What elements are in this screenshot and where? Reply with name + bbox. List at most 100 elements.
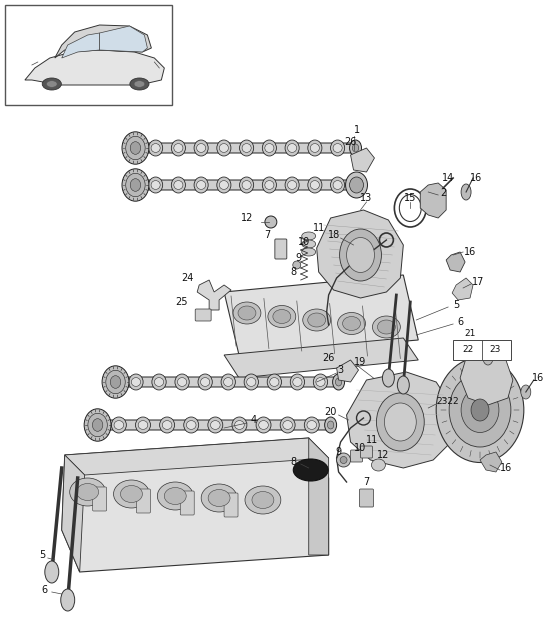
Ellipse shape	[151, 144, 160, 153]
Ellipse shape	[267, 374, 281, 390]
Ellipse shape	[120, 485, 142, 502]
Ellipse shape	[126, 173, 145, 197]
Text: 2: 2	[440, 188, 446, 198]
Ellipse shape	[42, 78, 62, 90]
Ellipse shape	[333, 144, 342, 153]
Ellipse shape	[223, 377, 233, 386]
Ellipse shape	[349, 177, 361, 193]
Ellipse shape	[113, 480, 149, 508]
Ellipse shape	[372, 459, 385, 471]
Polygon shape	[446, 252, 465, 272]
Ellipse shape	[343, 317, 360, 330]
Text: 16: 16	[531, 373, 544, 383]
Text: 25: 25	[175, 297, 187, 307]
Text: 3: 3	[337, 365, 344, 375]
Ellipse shape	[60, 589, 75, 611]
Ellipse shape	[302, 240, 316, 248]
Ellipse shape	[349, 140, 361, 156]
Ellipse shape	[265, 144, 274, 153]
Ellipse shape	[273, 310, 291, 323]
Polygon shape	[308, 438, 329, 555]
Ellipse shape	[171, 140, 185, 156]
Ellipse shape	[84, 409, 111, 441]
Polygon shape	[100, 26, 147, 52]
Ellipse shape	[397, 376, 409, 394]
Text: 9: 9	[296, 253, 302, 263]
Ellipse shape	[293, 261, 301, 269]
FancyBboxPatch shape	[117, 377, 337, 387]
Ellipse shape	[126, 136, 145, 160]
Text: 11: 11	[366, 435, 379, 445]
Ellipse shape	[162, 421, 172, 430]
Ellipse shape	[208, 489, 230, 507]
Ellipse shape	[136, 417, 150, 433]
Ellipse shape	[219, 181, 228, 190]
Ellipse shape	[194, 177, 208, 193]
Ellipse shape	[194, 140, 208, 156]
Ellipse shape	[238, 306, 256, 320]
Ellipse shape	[46, 81, 57, 87]
Ellipse shape	[186, 421, 196, 430]
Ellipse shape	[106, 371, 125, 394]
Text: 13: 13	[360, 193, 373, 203]
Ellipse shape	[308, 313, 326, 327]
Polygon shape	[62, 438, 329, 572]
FancyBboxPatch shape	[180, 491, 194, 515]
Ellipse shape	[178, 377, 187, 386]
Ellipse shape	[240, 140, 253, 156]
Ellipse shape	[308, 177, 322, 193]
Ellipse shape	[197, 181, 205, 190]
Polygon shape	[62, 33, 100, 58]
Ellipse shape	[130, 179, 141, 192]
Ellipse shape	[217, 140, 231, 156]
Text: 12: 12	[377, 450, 390, 460]
Ellipse shape	[383, 369, 395, 387]
Text: 7: 7	[364, 477, 370, 487]
Text: 26: 26	[344, 137, 357, 147]
Ellipse shape	[242, 144, 251, 153]
Ellipse shape	[310, 181, 319, 190]
Ellipse shape	[333, 181, 342, 190]
Text: 17: 17	[472, 277, 484, 287]
Ellipse shape	[130, 142, 141, 154]
Ellipse shape	[160, 417, 174, 433]
Ellipse shape	[325, 417, 337, 433]
Ellipse shape	[372, 316, 401, 338]
Ellipse shape	[247, 377, 256, 386]
Polygon shape	[224, 338, 418, 378]
Ellipse shape	[384, 403, 416, 441]
Ellipse shape	[219, 144, 228, 153]
Ellipse shape	[304, 417, 319, 433]
Text: 26: 26	[323, 353, 335, 363]
Ellipse shape	[149, 140, 162, 156]
Text: 8: 8	[290, 457, 297, 467]
Polygon shape	[65, 438, 329, 475]
Text: 1: 1	[354, 125, 360, 135]
Ellipse shape	[378, 320, 395, 334]
Ellipse shape	[337, 453, 350, 467]
Ellipse shape	[280, 417, 295, 433]
Text: 16: 16	[470, 173, 482, 183]
Ellipse shape	[307, 421, 317, 430]
Ellipse shape	[114, 421, 124, 430]
Ellipse shape	[316, 377, 325, 386]
Ellipse shape	[290, 374, 305, 390]
Text: 2322: 2322	[437, 398, 459, 406]
Ellipse shape	[347, 237, 374, 273]
Ellipse shape	[131, 377, 141, 386]
Text: 11: 11	[312, 223, 325, 233]
Bar	[453, 340, 511, 360]
Polygon shape	[62, 455, 84, 572]
Ellipse shape	[244, 374, 258, 390]
Ellipse shape	[352, 181, 359, 189]
Polygon shape	[224, 275, 418, 355]
Ellipse shape	[149, 177, 162, 193]
Ellipse shape	[165, 487, 186, 504]
Text: 19: 19	[354, 357, 367, 367]
Ellipse shape	[171, 177, 185, 193]
Ellipse shape	[174, 181, 183, 190]
FancyBboxPatch shape	[224, 493, 238, 517]
Text: 7: 7	[264, 230, 270, 240]
Text: 5: 5	[453, 300, 459, 310]
Polygon shape	[25, 50, 165, 85]
